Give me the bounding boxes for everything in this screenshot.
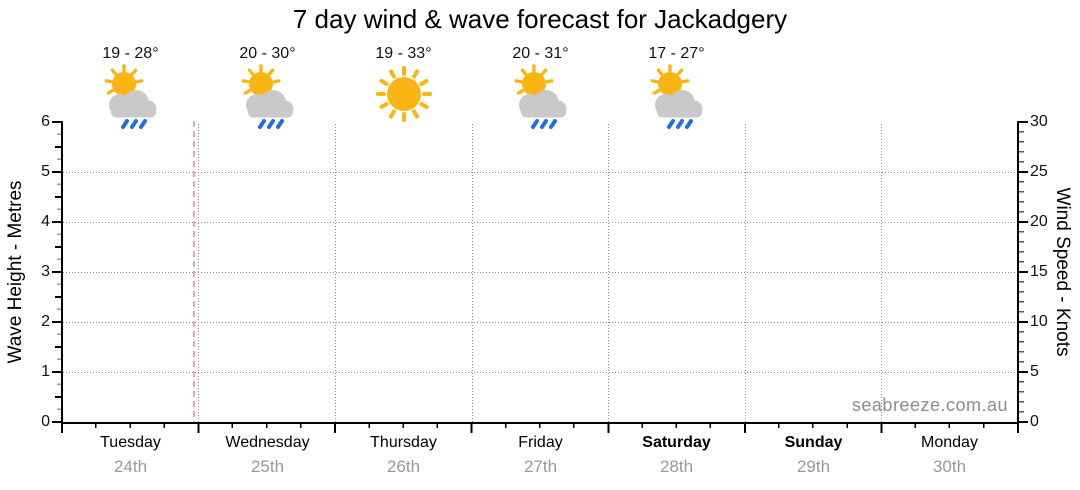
sun-cloud-rain-icon [199, 63, 336, 129]
gridline-horizontal [63, 272, 1017, 273]
wind-speed-tick-label: 25 [1030, 163, 1048, 180]
wind-speed-tick-label: 15 [1030, 263, 1048, 280]
gridline-horizontal [63, 322, 1017, 323]
sun-icon [335, 63, 472, 129]
x-axis-day-label: Sunday [784, 434, 843, 451]
sun-cloud-rain-icon [62, 63, 199, 129]
x-axis-day-label: Thursday [370, 434, 437, 451]
wind-speed-tick-label: 30 [1030, 113, 1048, 130]
x-axis-date-label: 27th [523, 457, 558, 476]
x-axis-day-label: Saturday [642, 434, 711, 451]
x-axis-day-label: Wednesday [225, 434, 310, 451]
x-axis-day-label: Tuesday [100, 434, 161, 451]
x-axis-day-label: Monday [921, 434, 978, 451]
temp-range-label: 19 - 28° [102, 45, 159, 62]
gridline-day-boundary [198, 122, 199, 422]
x-axis-day-label: Friday [518, 434, 563, 451]
x-axis-date-label: 26th [386, 457, 421, 476]
gridline-horizontal [63, 172, 1017, 173]
wind-speed-tick-label: 20 [1030, 213, 1048, 230]
gridline-day-boundary [881, 122, 882, 422]
left-axis-title: Wave Height - Metres [5, 180, 26, 364]
x-axis-date-label: 28th [659, 457, 694, 476]
x-axis-major-ticks [61, 423, 1020, 433]
wave-height-tick-label: 3 [41, 263, 50, 280]
sun-cloud-rain-icon [472, 63, 609, 129]
y-axis-right-line [1017, 121, 1019, 423]
temp-range-label: 17 - 27° [648, 45, 705, 62]
wave-height-tick-label: 0 [41, 413, 50, 430]
current-time-marker-line [193, 121, 195, 422]
gridline-horizontal [63, 222, 1017, 223]
x-axis-date-label: 24th [113, 457, 148, 476]
gridline-horizontal [63, 372, 1017, 373]
gridline-day-boundary [335, 122, 336, 422]
wave-height-tick-label: 6 [41, 113, 50, 130]
x-axis-date-label: 25th [250, 457, 285, 476]
x-axis-date-label: 30th [932, 457, 967, 476]
watermark: seabreeze.com.au [851, 395, 1008, 415]
wave-height-tick-label: 2 [41, 313, 50, 330]
right-axis-title: Wind Speed - Knots [1052, 187, 1073, 357]
temp-range-label: 19 - 33° [375, 45, 432, 62]
gridline-day-boundary [608, 122, 609, 422]
chart-title: 7 day wind & wave forecast for Jackadger… [292, 4, 788, 34]
wave-height-tick-label: 4 [41, 213, 50, 230]
x-axis-date-label: 29th [796, 457, 831, 476]
wave-height-tick-label: 5 [41, 163, 50, 180]
left-axis-major-ticks [52, 121, 61, 423]
y-axis-left-line [61, 121, 63, 423]
wave-height-tick-label: 1 [41, 363, 50, 380]
wind-speed-tick-label: 5 [1030, 363, 1039, 380]
wind-speed-tick-label: 10 [1030, 313, 1048, 330]
gridline-day-boundary [472, 122, 473, 422]
sun-cloud-rain-icon [608, 63, 745, 129]
right-axis-major-ticks [1019, 121, 1028, 423]
wind-speed-tick-label: 0 [1030, 413, 1039, 430]
gridline-day-boundary [745, 122, 746, 422]
temp-range-label: 20 - 31° [512, 45, 569, 62]
temp-range-label: 20 - 30° [239, 45, 296, 62]
